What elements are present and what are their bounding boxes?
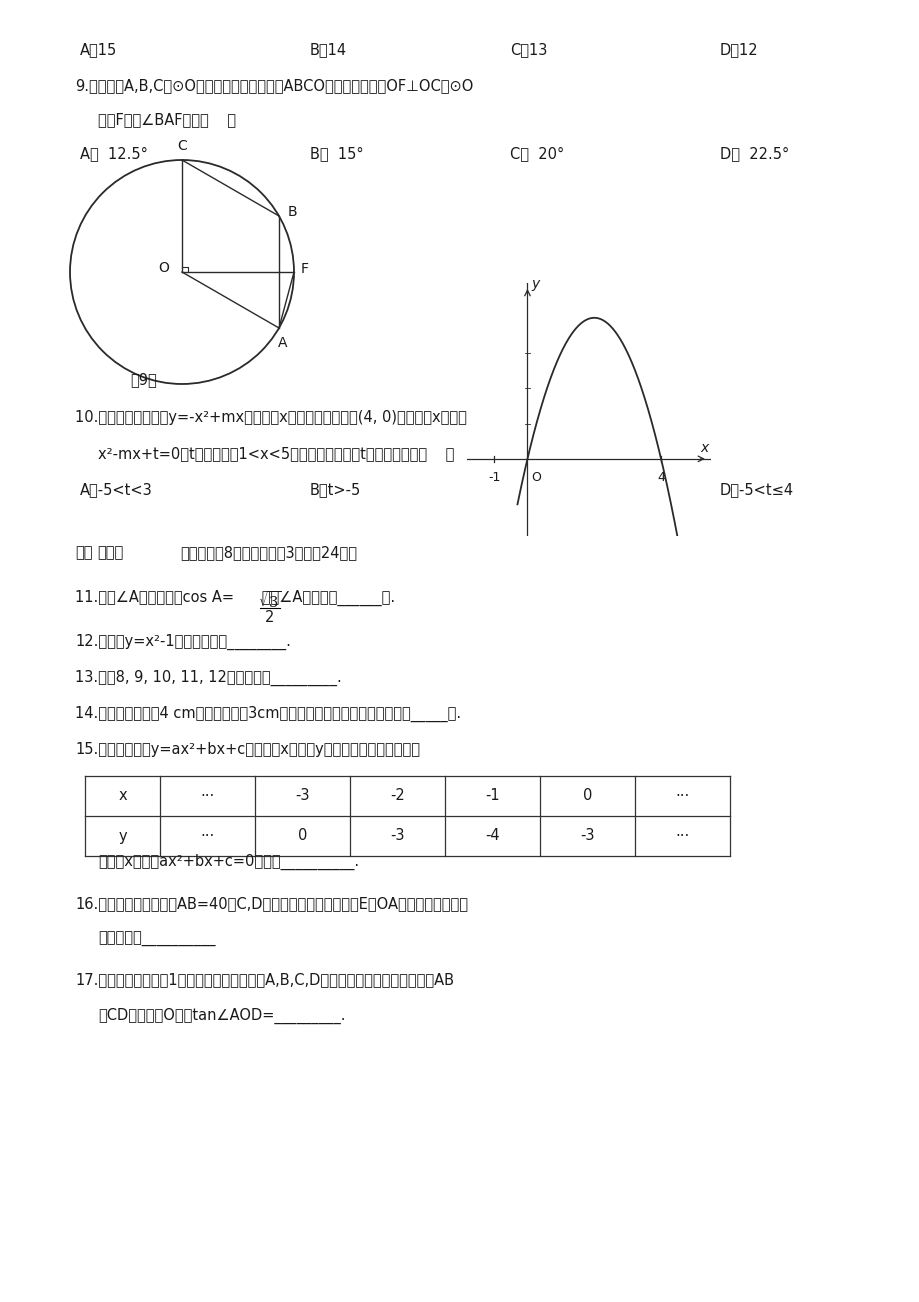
Text: 第9题: 第9题 [130, 372, 156, 387]
Text: 和CD相交于点O，则tan∠AOD=_________.: 和CD相交于点O，则tan∠AOD=_________. [98, 1008, 346, 1025]
Text: 11.已知∠A为锐角，且cos A=      ，则∠A度数等于______度.: 11.已知∠A为锐角，且cos A= ，则∠A度数等于______度. [75, 590, 394, 607]
Text: -3: -3 [295, 789, 310, 803]
Text: 9.如图，点A,B,C是⊙O上的三个点，且四边形ABCO是平行四边形，OF⊥OC交⊙O: 9.如图，点A,B,C是⊙O上的三个点，且四边形ABCO是平行四边形，OF⊥OC… [75, 78, 473, 92]
Text: O: O [158, 260, 169, 275]
Text: O: O [530, 471, 540, 484]
Text: 14.圆锥的母线长为4 cm，底面半径为3cm，那么它的侧面展开图的圆心角是_____度.: 14.圆锥的母线长为4 cm，底面半径为3cm，那么它的侧面展开图的圆心角是__… [75, 706, 460, 723]
Text: 第10题: 第10题 [560, 372, 596, 387]
Text: 0: 0 [298, 828, 307, 844]
Text: x²-mx+t=0（t为实数）在1<x<5的范围内有解，则t的取值范围是（    ）: x²-mx+t=0（t为实数）在1<x<5的范围内有解，则t的取值范围是（ ） [98, 447, 454, 461]
Text: B．14: B．14 [310, 42, 346, 57]
Text: -2: -2 [390, 789, 404, 803]
Text: 10.如图示，二次函数y=-x²+mx的图像与x轴交于坐标原点和(4, 0)，若关于x的方程: 10.如图示，二次函数y=-x²+mx的图像与x轴交于坐标原点和(4, 0)，若… [75, 410, 466, 424]
Text: F: F [301, 262, 309, 276]
Text: ···: ··· [200, 828, 214, 844]
Text: 12.抛物线y=x²-1的顶点坐标是________.: 12.抛物线y=x²-1的顶点坐标是________. [75, 634, 290, 650]
Text: 分面积等于__________: 分面积等于__________ [98, 932, 215, 947]
Text: B．t>-5: B．t>-5 [310, 482, 361, 497]
Text: 16.如图示，半圆的直径AB=40，C,D是半圆上的三等分点，点E是OA的中点，则阴影部: 16.如图示，半圆的直径AB=40，C,D是半圆上的三等分点，点E是OA的中点，… [75, 896, 468, 911]
Text: B．  15°: B． 15° [310, 146, 363, 161]
Text: ···: ··· [675, 828, 689, 844]
Text: 15.已知二次函数y=ax²+bx+c的自变量x与函数y的部分对应值列表如下：: 15.已知二次函数y=ax²+bx+c的自变量x与函数y的部分对应值列表如下： [75, 742, 420, 756]
Text: C．  20°: C． 20° [509, 146, 563, 161]
Text: （本大题共8小题，每小题3分，共24分）: （本大题共8小题，每小题3分，共24分） [180, 546, 357, 560]
Text: C．3<t≤4: C．3<t≤4 [509, 482, 577, 497]
Text: 于点F，则∠BAF等于（    ）: 于点F，则∠BAF等于（ ） [98, 112, 236, 128]
Text: C: C [177, 139, 187, 154]
Text: y: y [531, 277, 539, 290]
Text: ···: ··· [675, 789, 689, 803]
Text: -1: -1 [484, 789, 499, 803]
Text: A．  12.5°: A． 12.5° [80, 146, 148, 161]
Text: x: x [118, 789, 127, 803]
Text: 二、: 二、 [75, 546, 93, 560]
Text: D．12: D．12 [720, 42, 758, 57]
Text: 2: 2 [265, 611, 275, 625]
Text: 4: 4 [656, 471, 664, 484]
Text: -3: -3 [580, 828, 594, 844]
Text: A．15: A．15 [80, 42, 117, 57]
Text: A．-5<t<3: A．-5<t<3 [80, 482, 153, 497]
Text: x: x [699, 441, 708, 454]
Text: $\sqrt{3}$: $\sqrt{3}$ [258, 590, 281, 611]
Text: 0: 0 [582, 789, 592, 803]
Text: B: B [288, 204, 297, 219]
Text: 则关于x的方程ax²+bx+c=0的解是__________.: 则关于x的方程ax²+bx+c=0的解是__________. [98, 854, 358, 870]
Text: 13.数据8, 9, 10, 11, 12的方差等于_________.: 13.数据8, 9, 10, 11, 12的方差等于_________. [75, 671, 341, 686]
Text: ···: ··· [200, 789, 214, 803]
Text: D．  22.5°: D． 22.5° [720, 146, 789, 161]
Text: y: y [118, 828, 127, 844]
Text: -3: -3 [390, 828, 404, 844]
Text: -4: -4 [484, 828, 499, 844]
Text: C．13: C．13 [509, 42, 547, 57]
Text: -1: -1 [487, 471, 500, 484]
Text: 填空题: 填空题 [96, 546, 123, 560]
Text: D．-5<t≤4: D．-5<t≤4 [720, 482, 793, 497]
Text: 17.如图示，在边长为1的小正方形网格中，点A,B,C,D都在这些小正方形的顶点上，AB: 17.如图示，在边长为1的小正方形网格中，点A,B,C,D都在这些小正方形的顶点… [75, 973, 453, 987]
Text: A: A [278, 336, 288, 350]
